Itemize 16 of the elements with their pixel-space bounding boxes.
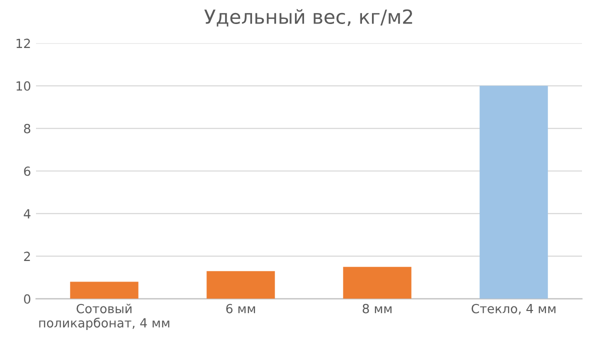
- x-tick-label: Стекло, 4 мм: [472, 304, 556, 315]
- y-tick-label: 12: [16, 38, 30, 48]
- x-tick-label: 6 мм: [226, 304, 256, 314]
- y-tick-label: 8: [24, 124, 30, 134]
- bar: [206, 271, 275, 299]
- x-tick-label: 8 мм: [362, 304, 392, 314]
- chart-title: Удельный вес, кг/м2: [204, 9, 412, 26]
- y-tick-label: 0: [24, 294, 30, 304]
- y-tick-label: 10: [16, 81, 30, 91]
- bar: [480, 86, 548, 299]
- bar: [70, 282, 138, 299]
- x-tick-label: Сотовый поликарбонат, 4 мм: [39, 304, 170, 330]
- y-tick-label: 6: [24, 166, 30, 176]
- y-tick-label: 4: [24, 209, 30, 218]
- y-tick-label: 2: [24, 252, 30, 261]
- bar: [343, 266, 412, 299]
